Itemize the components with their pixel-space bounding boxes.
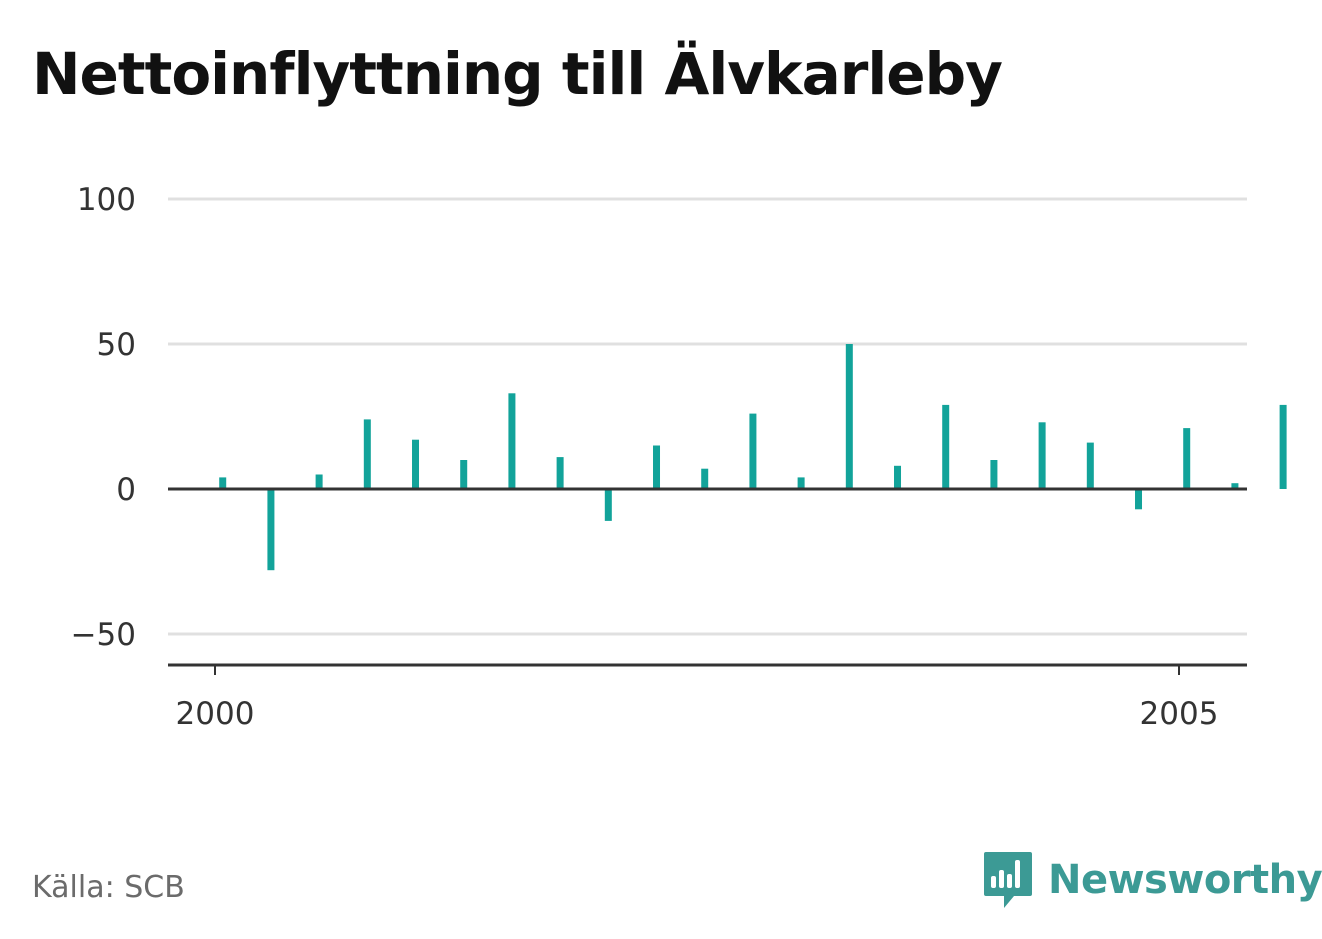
gridlines (168, 197, 1247, 636)
source-note: Källa: SCB (32, 870, 185, 905)
bar (1086, 442, 1094, 489)
bar (653, 445, 661, 489)
bar (219, 477, 227, 489)
bar (845, 344, 853, 489)
x-tick-label: 2005 (1140, 696, 1219, 732)
bars (219, 344, 1287, 571)
bar (1183, 428, 1191, 489)
x-tick-label: 2000 (176, 696, 255, 732)
logo-text: Newsworthy (1048, 857, 1322, 903)
y-tick-label: −50 (71, 617, 136, 653)
bar (267, 489, 275, 571)
bar (556, 457, 564, 489)
bar (1135, 489, 1143, 510)
bar (363, 419, 371, 489)
bar (749, 413, 757, 489)
bar (1038, 422, 1046, 489)
bar (315, 474, 323, 489)
y-tick-label: 50 (97, 327, 136, 363)
bar (701, 468, 709, 489)
bar (604, 489, 612, 521)
bar (1279, 404, 1287, 489)
y-tick-label: 0 (116, 472, 136, 508)
axes (168, 487, 1247, 675)
bar (990, 460, 998, 489)
bar (894, 465, 902, 489)
bar (460, 460, 468, 489)
newsworthy-logo: Newsworthy (982, 850, 1322, 910)
y-tick-label: 100 (77, 182, 136, 218)
bar (797, 477, 805, 489)
bar (412, 439, 420, 489)
bar (508, 393, 516, 489)
chart-title: Nettoinflyttning till Älvkarleby (32, 40, 1003, 108)
bar (1231, 483, 1239, 489)
bar (942, 404, 950, 489)
newsworthy-logo-icon (984, 852, 1032, 908)
